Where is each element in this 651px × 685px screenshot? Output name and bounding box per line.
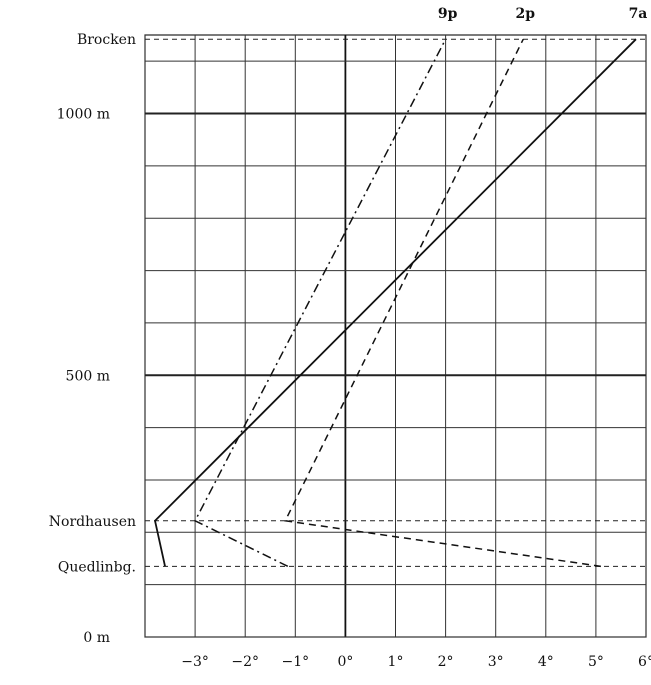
y-tick-label: 0 m xyxy=(83,630,110,646)
x-tick-label: −1° xyxy=(281,654,309,670)
y-tick-label: 1000 m xyxy=(57,107,110,123)
x-tick-label: −2° xyxy=(231,654,259,670)
station-label: Nordhausen xyxy=(49,514,136,530)
x-tick-label: 5° xyxy=(588,654,604,670)
axis-labels: Brocken Nordhausen Quedlinbg. 0 m 500 m 1000 … xyxy=(49,6,651,670)
x-tick-label: 4° xyxy=(538,654,554,670)
x-tick-label: 0° xyxy=(337,654,353,670)
station-label: Brocken xyxy=(77,32,136,48)
x-tick-label: 2° xyxy=(438,654,454,670)
y-tick-label: 500 m xyxy=(66,368,110,384)
grid xyxy=(144,34,647,638)
station-lines xyxy=(145,38,646,567)
series-label: 7a xyxy=(629,6,648,22)
series-line-7a xyxy=(154,38,637,567)
series-line-2p xyxy=(284,38,602,568)
series-label: 9p xyxy=(438,6,458,22)
series-label: 2p xyxy=(515,6,535,22)
x-tick-label: 6° xyxy=(638,654,651,670)
series-lines xyxy=(154,38,637,568)
station-label: Quedlinbg. xyxy=(58,559,136,575)
series-line-9p xyxy=(194,38,447,568)
x-tick-label: 1° xyxy=(388,654,404,670)
x-tick-label: −3° xyxy=(181,654,209,670)
x-tick-label: 3° xyxy=(488,654,504,670)
